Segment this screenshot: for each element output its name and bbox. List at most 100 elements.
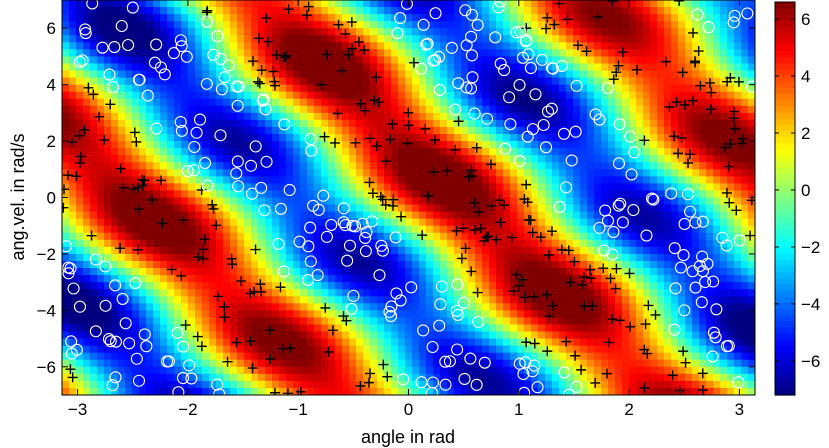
heatmap-cell bbox=[335, 268, 343, 276]
heatmap-cell bbox=[545, 28, 553, 36]
heatmap-cell bbox=[174, 14, 182, 22]
heatmap-cell bbox=[335, 275, 343, 283]
heatmap-cell bbox=[167, 232, 175, 241]
heatmap-cell bbox=[440, 303, 448, 311]
heatmap-cell bbox=[363, 380, 371, 389]
heatmap-cell bbox=[398, 359, 406, 368]
heatmap-cell bbox=[489, 282, 497, 290]
heatmap-cell bbox=[195, 303, 203, 311]
heatmap-cell bbox=[286, 373, 294, 382]
heatmap-cell bbox=[440, 310, 448, 319]
heatmap-cell bbox=[538, 0, 546, 8]
heatmap-cell bbox=[377, 218, 385, 227]
heatmap-cell bbox=[566, 232, 574, 241]
heatmap-cell bbox=[286, 380, 294, 389]
heatmap-cell bbox=[384, 317, 392, 326]
heatmap-cell bbox=[552, 331, 560, 340]
heatmap-cell bbox=[83, 373, 91, 382]
heatmap-cell bbox=[104, 296, 112, 304]
heatmap-cell bbox=[153, 28, 161, 36]
heatmap-cell bbox=[363, 268, 371, 276]
heatmap-cell bbox=[195, 7, 203, 15]
heatmap-cell bbox=[461, 169, 469, 177]
heatmap-cell bbox=[377, 204, 385, 213]
heatmap-cell bbox=[90, 387, 98, 395]
heatmap-cell bbox=[510, 324, 518, 333]
heatmap-cell bbox=[678, 126, 686, 135]
heatmap-cell bbox=[587, 21, 595, 29]
heatmap-cell bbox=[566, 56, 574, 65]
heatmap-cell bbox=[69, 197, 77, 206]
heatmap-cell bbox=[398, 268, 406, 276]
heatmap-cell bbox=[671, 324, 679, 333]
heatmap-cell bbox=[363, 373, 371, 382]
heatmap-cell bbox=[419, 56, 427, 65]
heatmap-cell bbox=[160, 253, 168, 262]
heatmap-cell bbox=[587, 253, 595, 262]
heatmap-cell bbox=[111, 275, 119, 283]
heatmap-cell bbox=[573, 373, 581, 382]
heatmap-cell bbox=[615, 352, 623, 361]
heatmap-cell bbox=[244, 134, 252, 142]
heatmap-cell bbox=[587, 338, 595, 347]
heatmap-cell bbox=[559, 148, 567, 156]
heatmap-cell bbox=[489, 303, 497, 311]
heatmap-cell bbox=[237, 169, 245, 177]
heatmap-cell bbox=[531, 49, 539, 58]
heatmap-cell bbox=[244, 296, 252, 304]
heatmap-cell bbox=[321, 352, 329, 361]
heatmap-cell bbox=[300, 141, 308, 149]
heatmap-cell bbox=[426, 112, 434, 121]
heatmap-cell bbox=[363, 232, 371, 241]
heatmap-cell bbox=[349, 162, 357, 170]
heatmap-cell bbox=[377, 169, 385, 177]
heatmap-cell bbox=[475, 373, 483, 382]
heatmap-cell bbox=[230, 387, 238, 395]
heatmap-cell bbox=[419, 218, 427, 227]
heatmap-cell bbox=[461, 373, 469, 382]
heatmap-cell bbox=[496, 0, 504, 8]
heatmap-cell bbox=[496, 14, 504, 22]
heatmap-cell bbox=[566, 296, 574, 304]
heatmap-cell bbox=[594, 49, 602, 58]
heatmap-cell bbox=[454, 324, 462, 333]
heatmap-cell bbox=[181, 155, 189, 163]
heatmap-cell bbox=[328, 268, 336, 276]
heatmap-cell bbox=[174, 275, 182, 283]
heatmap-cell bbox=[594, 148, 602, 156]
heatmap-cell bbox=[475, 387, 483, 395]
heatmap-cell bbox=[356, 239, 364, 248]
heatmap-cell bbox=[650, 275, 658, 283]
heatmap-cell bbox=[412, 77, 420, 86]
heatmap-cell bbox=[461, 324, 469, 333]
heatmap-cell bbox=[482, 296, 490, 304]
heatmap-cell bbox=[146, 0, 154, 8]
heatmap-cell bbox=[475, 162, 483, 170]
heatmap-cell bbox=[538, 148, 546, 156]
heatmap-cell bbox=[601, 84, 609, 93]
heatmap-cell bbox=[482, 105, 490, 114]
heatmap-cell bbox=[433, 112, 441, 121]
heatmap-cell bbox=[265, 155, 273, 163]
heatmap-cell bbox=[335, 162, 343, 170]
heatmap-cell bbox=[447, 42, 455, 50]
heatmap-cell bbox=[552, 296, 560, 304]
heatmap-cell bbox=[412, 70, 420, 79]
heatmap-cell bbox=[503, 387, 511, 395]
heatmap-cell bbox=[244, 239, 252, 248]
heatmap-cell bbox=[258, 7, 266, 15]
heatmap-cell bbox=[657, 84, 665, 93]
heatmap-cell bbox=[293, 359, 301, 368]
heatmap-cell bbox=[601, 211, 609, 220]
heatmap-cell bbox=[524, 183, 532, 192]
heatmap-cell bbox=[398, 275, 406, 283]
heatmap-cell bbox=[300, 148, 308, 156]
heatmap-cell bbox=[650, 338, 658, 347]
heatmap-cell bbox=[244, 338, 252, 347]
heatmap-cell bbox=[377, 338, 385, 347]
heatmap-cell bbox=[111, 49, 119, 58]
heatmap-cell bbox=[111, 373, 119, 382]
heatmap-cell bbox=[405, 204, 413, 213]
heatmap-cell bbox=[447, 98, 455, 107]
heatmap-cell bbox=[503, 366, 511, 375]
